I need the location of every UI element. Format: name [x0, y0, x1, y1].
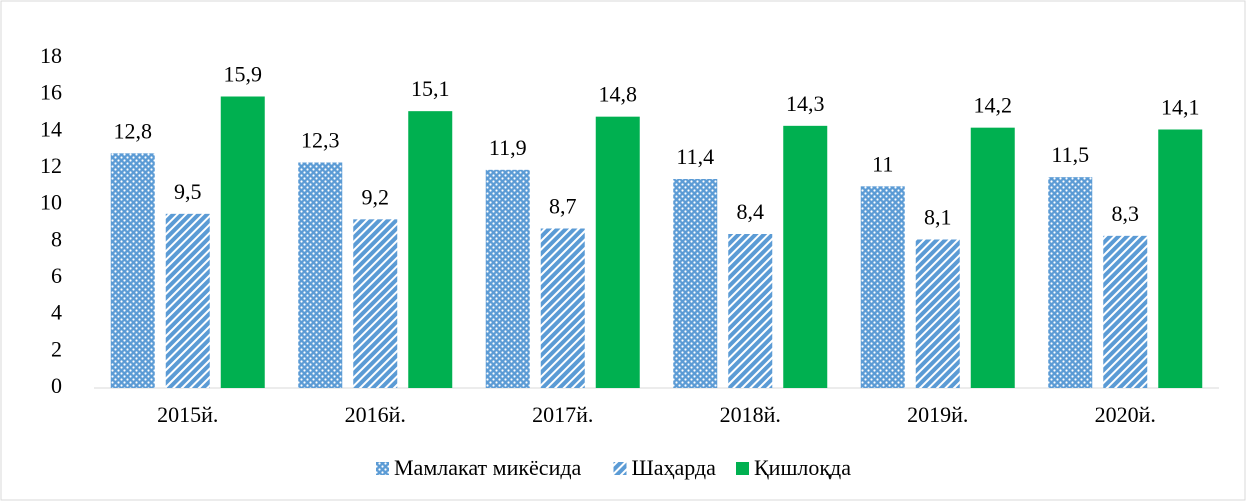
value-label: 14,1: [1161, 95, 1200, 120]
bar: [1103, 235, 1148, 388]
y-tick-label: 4: [51, 300, 62, 325]
y-tick-label: 10: [40, 190, 62, 215]
value-label: 15,1: [411, 76, 450, 101]
value-label: 8,7: [549, 194, 577, 219]
value-label: 11: [872, 151, 893, 176]
legend-swatch: [613, 462, 627, 475]
bar: [485, 169, 530, 388]
value-label: 15,9: [224, 62, 263, 87]
value-label: 9,2: [362, 184, 390, 209]
value-label: 11,5: [1051, 142, 1089, 167]
legend-swatch: [736, 462, 749, 475]
bar: [1048, 177, 1093, 388]
bar: [860, 186, 905, 388]
x-tick-label: 2018й.: [720, 402, 781, 427]
y-tick-label: 8: [51, 226, 62, 251]
y-tick-label: 18: [40, 43, 62, 68]
x-tick-label: 2015й.: [157, 402, 218, 427]
value-label: 8,1: [924, 205, 952, 230]
bar: [728, 234, 773, 388]
bar: [783, 125, 828, 388]
bar: [595, 116, 640, 389]
x-tick-label: 2019й.: [907, 402, 968, 427]
legend-label: Қишлоқда: [754, 455, 851, 480]
legend-swatch: [376, 462, 389, 475]
value-label: 14,2: [974, 93, 1013, 118]
value-label: 12,3: [301, 128, 340, 153]
y-tick-label: 2: [51, 336, 62, 361]
value-label: 11,9: [489, 135, 527, 160]
bar: [298, 162, 343, 388]
value-label: 8,4: [737, 199, 765, 224]
value-label: 14,3: [786, 91, 825, 116]
bar: [540, 228, 585, 388]
x-tick-label: 2016й.: [345, 402, 406, 427]
value-label: 12,8: [114, 118, 153, 143]
bar: [408, 111, 453, 389]
bar: [915, 239, 960, 388]
value-label: 9,5: [174, 179, 202, 204]
bar: [110, 153, 155, 388]
y-tick-label: 6: [51, 263, 62, 288]
bar: [1158, 129, 1203, 388]
bar: [220, 96, 265, 388]
legend-label: Шаҳарда: [632, 455, 717, 480]
bar: [353, 219, 398, 388]
y-tick-label: 0: [51, 373, 62, 398]
bar: [165, 213, 210, 388]
x-tick-label: 2017й.: [532, 402, 593, 427]
value-label: 11,4: [676, 144, 714, 169]
bar: [970, 127, 1015, 389]
x-tick-label: 2020й.: [1095, 402, 1156, 427]
legend-label: Мамлакат микёсида: [394, 455, 582, 480]
y-tick-label: 12: [40, 153, 62, 178]
y-tick-label: 14: [40, 116, 62, 141]
value-label: 8,3: [1112, 201, 1140, 226]
bar: [673, 179, 718, 388]
y-tick-label: 16: [40, 80, 62, 105]
value-label: 14,8: [599, 82, 638, 107]
